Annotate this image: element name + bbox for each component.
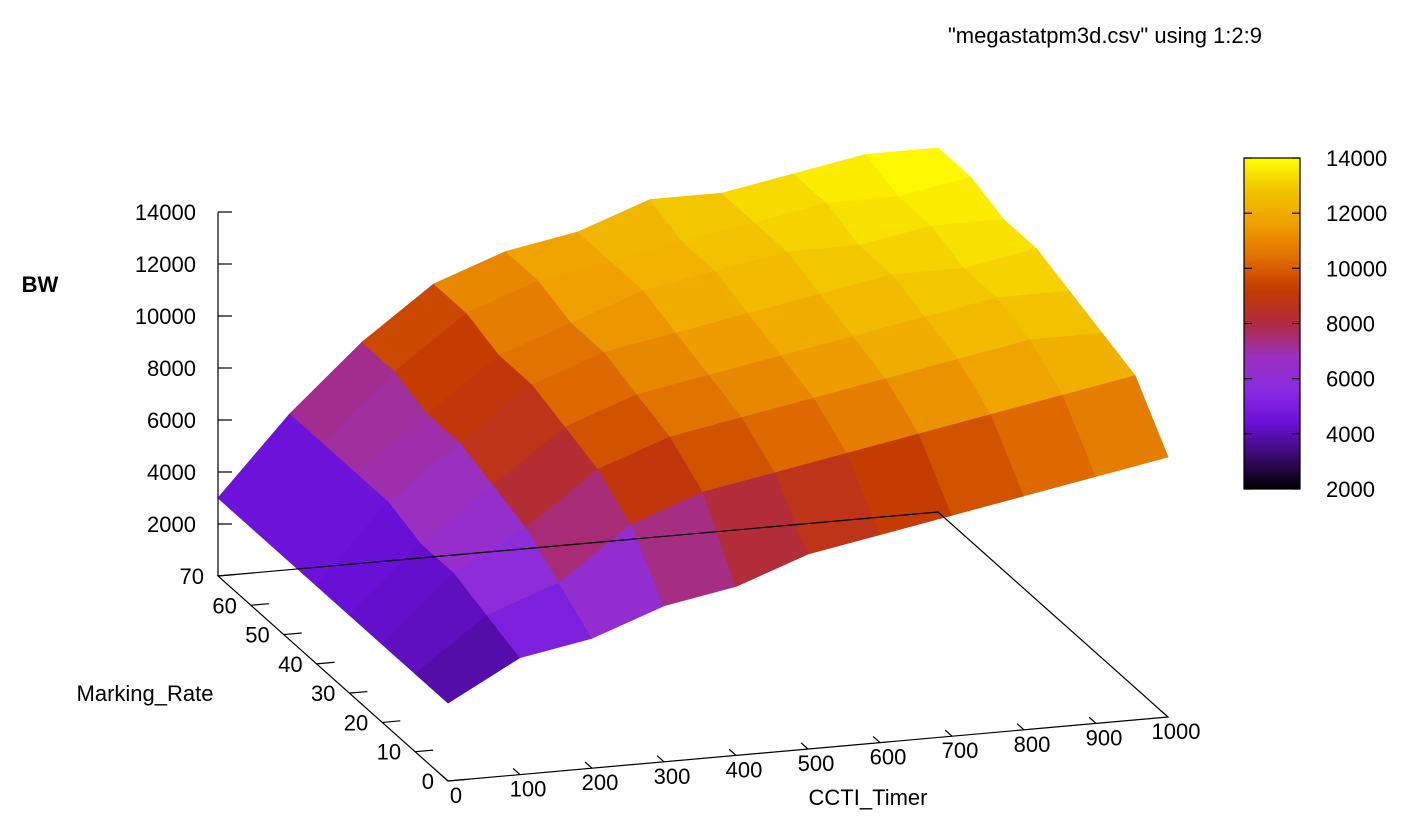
colorbar-tick-label: 8000 bbox=[1326, 312, 1375, 337]
z-tick-label: 8000 bbox=[147, 356, 196, 381]
x-tick bbox=[1160, 710, 1169, 718]
x-tick bbox=[944, 729, 953, 737]
x-tick-label: 400 bbox=[726, 757, 763, 782]
x-tick bbox=[1088, 716, 1097, 724]
x-tick-label: 500 bbox=[798, 751, 835, 776]
key-title: "megastatpm3d.csv" using 1:2:9 bbox=[948, 23, 1262, 48]
z-tick-label: 14000 bbox=[135, 200, 196, 225]
x-tick bbox=[728, 748, 737, 756]
y-tick-label: 70 bbox=[180, 564, 204, 589]
x-tick bbox=[872, 736, 881, 744]
x-tick bbox=[440, 774, 449, 782]
x-tick-label: 0 bbox=[450, 783, 462, 808]
z-tick-label: 10000 bbox=[135, 304, 196, 329]
axes-box: 0 100 200 300 400 500 600 700 800 900 100001020304… bbox=[135, 200, 1201, 808]
colorbar-tick-label: 4000 bbox=[1326, 422, 1375, 447]
colorbar-gradient bbox=[1243, 157, 1301, 490]
y-tick-label: 60 bbox=[212, 593, 236, 618]
x-tick bbox=[512, 768, 521, 776]
z-tick-label: 4000 bbox=[147, 460, 196, 485]
y-tick bbox=[217, 573, 237, 577]
y-tick-label: 0 bbox=[422, 769, 434, 794]
y-tick-label: 20 bbox=[344, 710, 368, 735]
colorbar-tick-label: 2000 bbox=[1326, 477, 1375, 502]
colorbar: 2000 4000 6000 8000 10000 12000 14000 bbox=[1243, 146, 1387, 502]
x-tick-label: 800 bbox=[1014, 732, 1051, 757]
z-tick-label: 6000 bbox=[147, 408, 196, 433]
x-tick bbox=[656, 755, 665, 763]
surface-layer bbox=[217, 147, 1169, 704]
y-tick bbox=[415, 749, 434, 753]
y-tick-label: 30 bbox=[311, 681, 335, 706]
y-tick bbox=[447, 778, 467, 782]
x-tick-label: 300 bbox=[654, 764, 691, 789]
y-axis-title: Marking_Rate bbox=[77, 681, 214, 706]
x-tick bbox=[1016, 723, 1025, 731]
floor-box bbox=[216, 511, 1170, 782]
x-tick-label: 900 bbox=[1086, 725, 1123, 750]
colorbar-tick-label: 10000 bbox=[1326, 256, 1387, 281]
z-tick-label: 2000 bbox=[147, 512, 196, 537]
y-tick bbox=[382, 720, 401, 724]
z-tick-label: 12000 bbox=[135, 252, 196, 277]
y-tick bbox=[316, 661, 335, 665]
colorbar-tick-label: 14000 bbox=[1326, 146, 1387, 171]
x-axis-title: CCTI_Timer bbox=[809, 785, 928, 810]
colorbar-tick-label: 12000 bbox=[1326, 201, 1387, 226]
colorbar-tick-label: 6000 bbox=[1326, 367, 1375, 392]
x-tick-label: 1000 bbox=[1152, 719, 1201, 744]
x-tick-label: 700 bbox=[942, 738, 979, 763]
y-tick-label: 40 bbox=[278, 652, 302, 677]
y-tick-label: 50 bbox=[245, 623, 269, 648]
x-tick-label: 200 bbox=[582, 770, 619, 795]
x-tick bbox=[800, 742, 809, 750]
surface-patch bbox=[1062, 375, 1169, 477]
y-tick-label: 10 bbox=[377, 740, 401, 765]
y-tick bbox=[283, 632, 302, 636]
y-tick bbox=[349, 690, 368, 694]
x-tick-label: 600 bbox=[870, 745, 907, 770]
x-tick-label: 100 bbox=[510, 777, 547, 802]
y-tick bbox=[250, 603, 269, 606]
x-tick bbox=[584, 761, 593, 769]
z-axis-title: BW bbox=[22, 272, 59, 297]
